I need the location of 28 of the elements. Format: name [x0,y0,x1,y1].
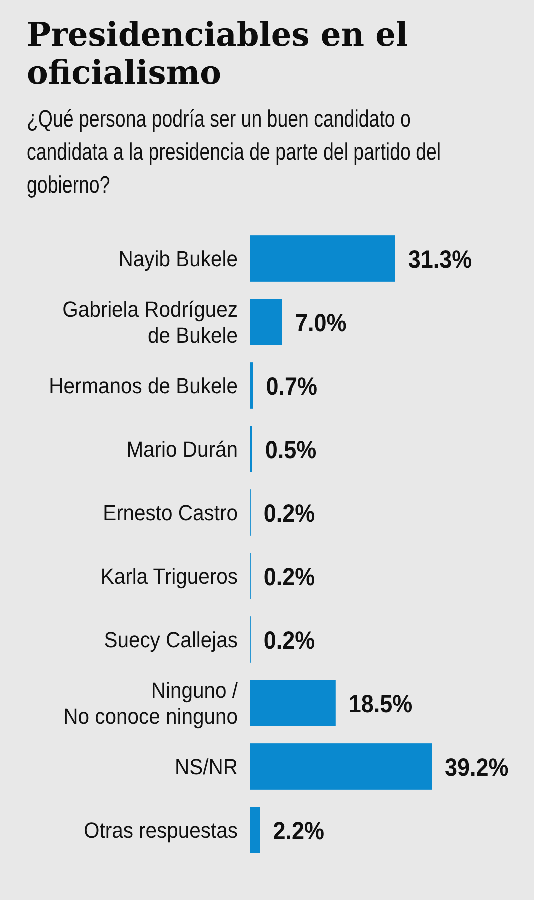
data-label: 0.5% [265,436,317,465]
bar [250,362,254,409]
data-label: 0.2% [264,626,316,656]
y-tick-label: Gabriela Rodríguez de Bukele [62,298,238,348]
data-label: 39.2% [445,754,509,782]
bar [250,236,396,282]
y-tick-label: Suecy Callejas [104,628,238,653]
data-label: 7.0% [296,309,347,338]
y-tick-label: Karla Trigueros [100,565,238,590]
y-tick-label: Nayib Bukele [118,248,238,272]
data-label: 31.3% [408,246,472,274]
data-label: 2.2% [273,817,324,846]
bar [250,744,432,790]
y-tick-label: Otras respuestas [84,819,238,844]
y-tick-label: Ernesto Castro [103,502,238,526]
bar [250,680,336,726]
y-tick-label: Hermanos de Bukele [49,374,238,399]
chart-subtitle: ¿Qué persona podría ser un buen candidato o candidata a la presidencia de parte del partido del gobierno? [27,106,442,199]
data-label: 0.2% [264,563,316,592]
data-label: 0.2% [264,500,316,528]
data-label: 0.7% [266,372,318,402]
data-label: 18.5% [348,690,413,719]
chart-title: Presidenciables en el oficialismo [27,14,408,92]
bar [250,299,282,346]
y-tick-label: Ninguno / No conoce ninguno [64,679,238,730]
y-tick-label: NS/NR [175,756,238,780]
y-tick-label: Mario Durán [126,438,238,462]
bar [250,807,260,854]
